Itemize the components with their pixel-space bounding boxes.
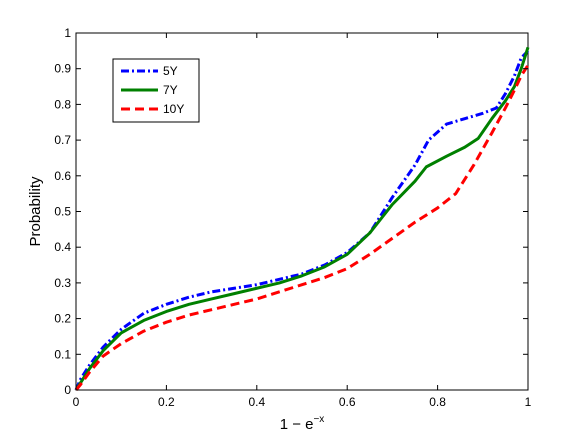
- y-tick-label: 0.4: [54, 240, 71, 254]
- x-tick-label: 0.8: [429, 395, 446, 409]
- y-tick-label: 0.2: [54, 312, 71, 326]
- y-tick-label: 0.7: [54, 133, 71, 147]
- y-tick-label: 0.9: [54, 62, 71, 76]
- series-lines: [74, 46, 530, 391]
- x-axis-label-main: 1 − e: [280, 416, 314, 433]
- x-tick-label: 1: [525, 395, 532, 409]
- y-axis-ticks: 0 0.1 0.2 0.3 0.4 0.5 0.6 0.7 0.8 0.9 1: [54, 26, 528, 397]
- y-tick-label: 0.8: [54, 97, 71, 111]
- x-tick-label: 0.6: [339, 395, 356, 409]
- y-tick-label: 0.3: [54, 276, 71, 290]
- x-axis-ticks: 0 0.2 0.4 0.6 0.8 1: [73, 33, 532, 409]
- series-line-7y: [74, 46, 530, 391]
- legend-label-7y: 7Y: [163, 83, 178, 97]
- y-tick-label: 0: [64, 383, 71, 397]
- x-tick-label: 0.4: [248, 395, 265, 409]
- x-axis-label: 1 − e−x: [280, 414, 325, 433]
- legend-label-5y: 5Y: [163, 64, 178, 78]
- y-tick-label: 0.6: [54, 169, 71, 183]
- y-tick-label: 0.5: [54, 205, 71, 219]
- legend: 5Y 7Y 10Y: [112, 58, 200, 123]
- y-tick-label: 0.1: [54, 347, 71, 361]
- y-axis-label: Probability: [27, 176, 44, 247]
- x-axis-label-superscript: −x: [313, 414, 324, 425]
- x-tick-label: 0.2: [158, 395, 175, 409]
- x-tick-label: 0: [73, 395, 80, 409]
- legend-label-10y: 10Y: [163, 102, 184, 116]
- series-line-10y: [74, 64, 530, 391]
- series-line-5y: [74, 49, 530, 391]
- y-tick-label: 1: [64, 26, 71, 40]
